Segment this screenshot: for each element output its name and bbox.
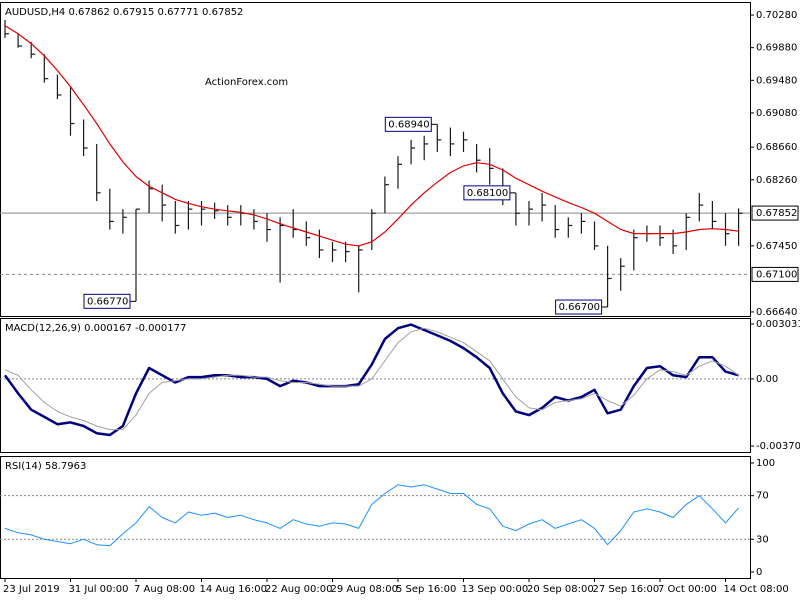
- price-label-box: [751, 266, 799, 282]
- x-tick-label: 5 Sep 16:00: [396, 584, 456, 595]
- annotation-label: 0.66770: [87, 296, 128, 307]
- y-tick-label: 0.69080: [756, 108, 797, 119]
- panel-title: AUDUSD,H4 0.67862 0.67915 0.67771 0.6785…: [5, 7, 243, 18]
- y-tick-label: 0.69880: [756, 43, 797, 54]
- x-tick-label: 14 Oct 08:00: [724, 584, 789, 595]
- price-label: 0.67100: [756, 269, 797, 280]
- y-tick-label: 0.66640: [756, 307, 797, 318]
- x-tick-label: 13 Sep 00:00: [462, 584, 529, 595]
- panel-title: RSI(14) 58.7963: [5, 461, 86, 472]
- y-tick-label: 0.00: [756, 374, 778, 385]
- indicator-line: [4, 327, 739, 431]
- x-tick-label: 20 Sep 08:00: [527, 584, 594, 595]
- x-tick-label: 22 Aug 00:00: [265, 584, 332, 595]
- x-tick-label: 7 Aug 08:00: [134, 584, 195, 595]
- annotation-label: 0.68940: [388, 119, 429, 130]
- indicator-line: [3, 323, 739, 437]
- price-label-box: [751, 205, 799, 221]
- panel-frame: [0, 456, 751, 579]
- panel-frame: [0, 318, 751, 453]
- annotation-box: [83, 293, 131, 309]
- y-tick-label: -0.003706: [756, 441, 800, 452]
- annotation-box: [555, 299, 603, 315]
- y-tick-label: 0: [756, 567, 762, 578]
- y-tick-label: 0.67450: [756, 241, 797, 252]
- y-tick-label: 30: [756, 534, 769, 545]
- x-tick-label: 29 Aug 08:00: [331, 584, 398, 595]
- panel-title: MACD(12,26,9) 0.000167 -0.000177: [5, 323, 186, 334]
- y-tick-label: 0.68260: [756, 175, 797, 186]
- price-label: 0.67852: [756, 208, 797, 219]
- y-tick-label: 100: [756, 458, 775, 469]
- moving-average: [4, 25, 739, 247]
- y-tick-label: 70: [756, 491, 769, 502]
- annotation-label: 0.68100: [467, 188, 508, 199]
- watermark: ActionForex.com: [205, 77, 288, 88]
- annotation-label: 0.66700: [559, 302, 600, 313]
- y-tick-label: 0.68660: [756, 142, 797, 153]
- x-tick-label: 31 Jul 00:00: [69, 584, 129, 595]
- x-tick-label: 23 Jul 2019: [3, 584, 60, 595]
- y-tick-label: 0.70280: [756, 10, 797, 21]
- annotation-box: [384, 116, 432, 132]
- x-tick-label: 27 Sep 16:00: [593, 584, 660, 595]
- x-tick-label: 14 Aug 16:00: [200, 584, 267, 595]
- panel-frame: [0, 2, 751, 317]
- x-tick-label: 7 Oct 00:00: [658, 584, 717, 595]
- indicator-line: [4, 484, 739, 547]
- y-tick-label: 0.69480: [756, 75, 797, 86]
- annotation-box: [463, 185, 511, 201]
- y-tick-label: 0.003031: [756, 319, 800, 330]
